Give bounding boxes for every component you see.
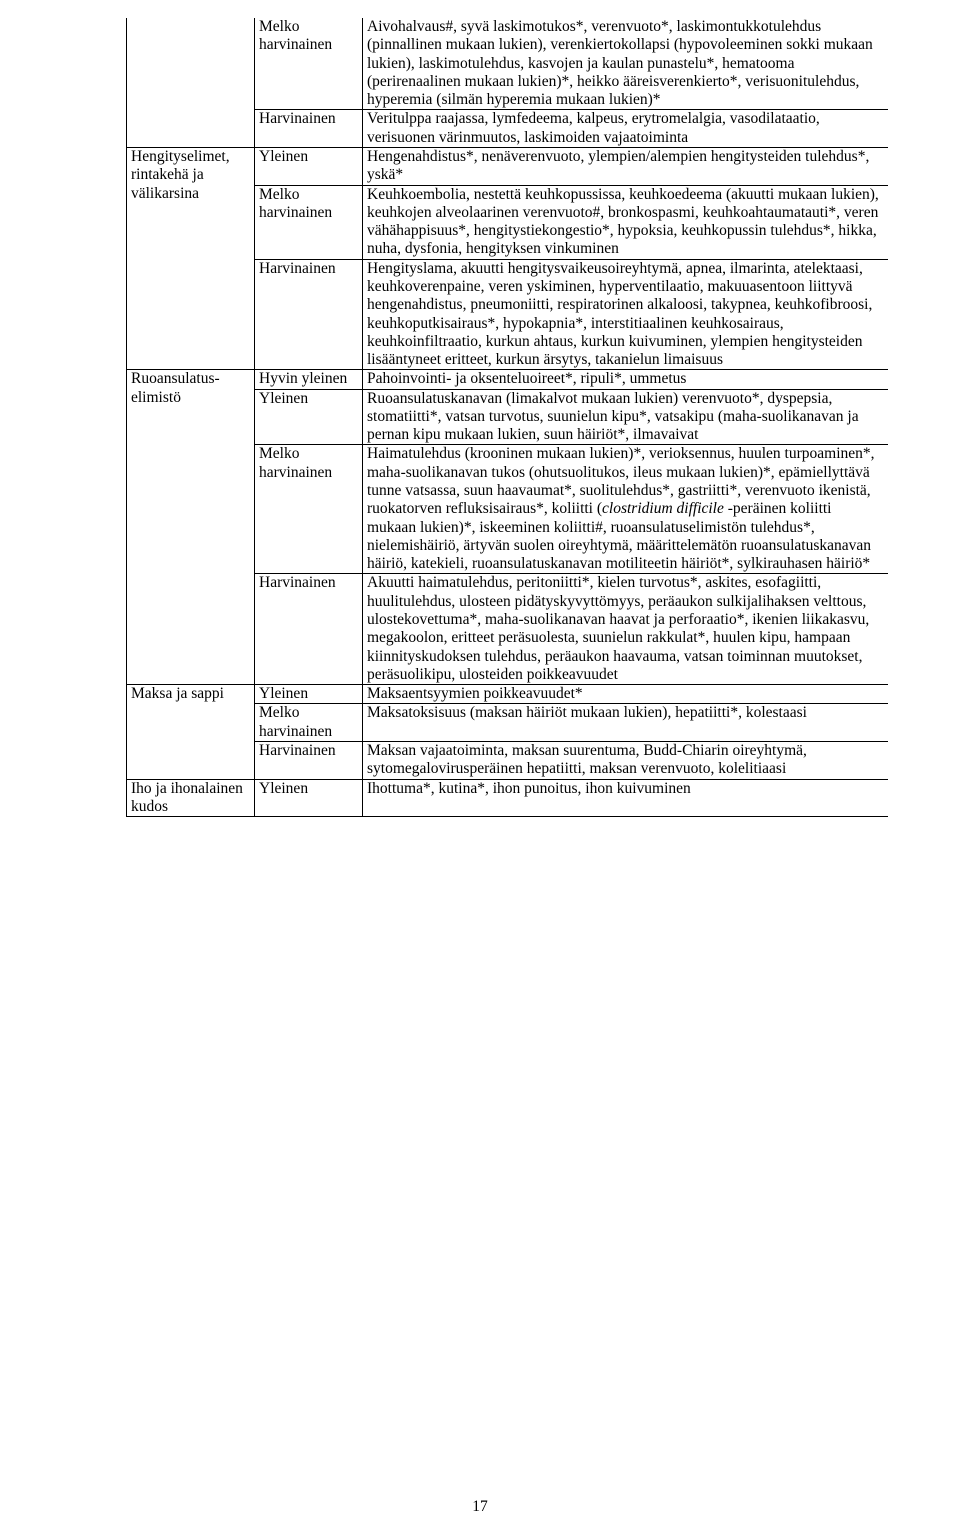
frequency-cell: Melko harvinainen: [255, 704, 363, 742]
frequency-cell: Melko harvinainen: [255, 445, 363, 574]
frequency-cell: Yleinen: [255, 779, 363, 817]
frequency-cell: Yleinen: [255, 389, 363, 445]
frequency-cell: Harvinainen: [255, 110, 363, 148]
soc-cell: Ruoansulatus-elimistö: [127, 370, 255, 685]
description-cell: Aivohalvaus#, syvä laskimotukos*, verenv…: [363, 18, 889, 110]
description-cell: Haimatulehdus (krooninen mukaan lukien)*…: [363, 445, 889, 574]
frequency-cell: Melko harvinainen: [255, 185, 363, 259]
table-row: Melko harvinainen Aivohalvaus#, syvä las…: [127, 18, 889, 110]
page-number: 17: [0, 1498, 960, 1516]
table-row: Maksa ja sappi Yleinen Maksaentsyymien p…: [127, 685, 889, 704]
description-cell: Hengityslama, akuutti hengitysvaikeusoir…: [363, 259, 889, 370]
description-cell: Veritulppa raajassa, lymfedeema, kalpeus…: [363, 110, 889, 148]
soc-cell: Hengityselimet, rintakehä ja välikarsina: [127, 147, 255, 369]
table-row: Iho ja ihonalainen kudos Yleinen Ihottum…: [127, 779, 889, 817]
desc-text: Haimatulehdus (krooninen mukaan lukien)*…: [367, 445, 875, 572]
frequency-cell: Yleinen: [255, 685, 363, 704]
soc-cell: [127, 18, 255, 147]
table-row: Hengityselimet, rintakehä ja välikarsina…: [127, 147, 889, 185]
description-cell: Maksatoksisuus (maksan häiriöt mukaan lu…: [363, 704, 889, 742]
soc-cell: Maksa ja sappi: [127, 685, 255, 779]
description-cell: Ruoansulatuskanavan (limakalvot mukaan l…: [363, 389, 889, 445]
description-cell: Pahoinvointi- ja oksenteluoireet*, ripul…: [363, 370, 889, 389]
table-row: Ruoansulatus-elimistö Hyvin yleinen Paho…: [127, 370, 889, 389]
description-cell: Hengenahdistus*, nenäverenvuoto, ylempie…: [363, 147, 889, 185]
frequency-cell: Harvinainen: [255, 741, 363, 779]
frequency-cell: Melko harvinainen: [255, 18, 363, 110]
frequency-cell: Hyvin yleinen: [255, 370, 363, 389]
frequency-cell: Harvinainen: [255, 259, 363, 370]
soc-cell: Iho ja ihonalainen kudos: [127, 779, 255, 817]
description-cell: Maksan vajaatoiminta, maksan suurentuma,…: [363, 741, 889, 779]
frequency-cell: Harvinainen: [255, 574, 363, 685]
description-cell: Keuhkoembolia, nestettä keuhkopussissa, …: [363, 185, 889, 259]
adverse-reactions-table: Melko harvinainen Aivohalvaus#, syvä las…: [126, 18, 888, 817]
document-page: Melko harvinainen Aivohalvaus#, syvä las…: [0, 0, 960, 1534]
frequency-cell: Yleinen: [255, 147, 363, 185]
description-cell: Ihottuma*, kutina*, ihon punoitus, ihon …: [363, 779, 889, 817]
description-cell: Maksaentsyymien poikkeavuudet*: [363, 685, 889, 704]
description-cell: Akuutti haimatulehdus, peritoniitti*, ki…: [363, 574, 889, 685]
